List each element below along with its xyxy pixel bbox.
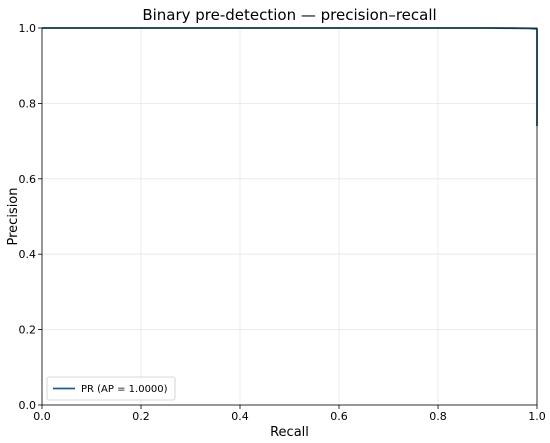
legend-box <box>46 376 176 401</box>
y-tick-label: 0.2 <box>19 324 37 337</box>
x-tick-label: 0.6 <box>330 410 348 423</box>
y-tick-label: 0.4 <box>19 248 37 261</box>
x-tick-label: 0.4 <box>231 410 249 423</box>
x-tick-label: 0.8 <box>429 410 447 423</box>
legend-label: PR (AP = 1.0000) <box>81 384 168 395</box>
y-tick-label: 1.0 <box>19 22 37 35</box>
x-tick-label: 0.0 <box>33 410 51 423</box>
x-axis-label: Recall <box>270 425 309 440</box>
y-tick-label: 0.8 <box>19 97 37 110</box>
legend: PR (AP = 1.0000) <box>46 376 176 401</box>
y-tick-label: 0.6 <box>19 173 37 186</box>
x-tick-label: 0.2 <box>132 410 150 423</box>
chart-title: Binary pre-detection — precision–recall <box>142 6 436 24</box>
x-tick-label: 1.0 <box>528 410 546 423</box>
series-layer <box>42 27 538 127</box>
plot-frame <box>41 27 538 406</box>
y-axis-label: Precision <box>6 187 21 245</box>
pr-curve-line <box>42 27 538 127</box>
grid <box>41 27 538 406</box>
y-tick-label: 0.0 <box>19 399 37 412</box>
ticks: 0.0 0.2 0.4 0.6 0.8 1.0 0.0 0.2 0.4 0.6 0.8 1.0 <box>19 22 546 423</box>
